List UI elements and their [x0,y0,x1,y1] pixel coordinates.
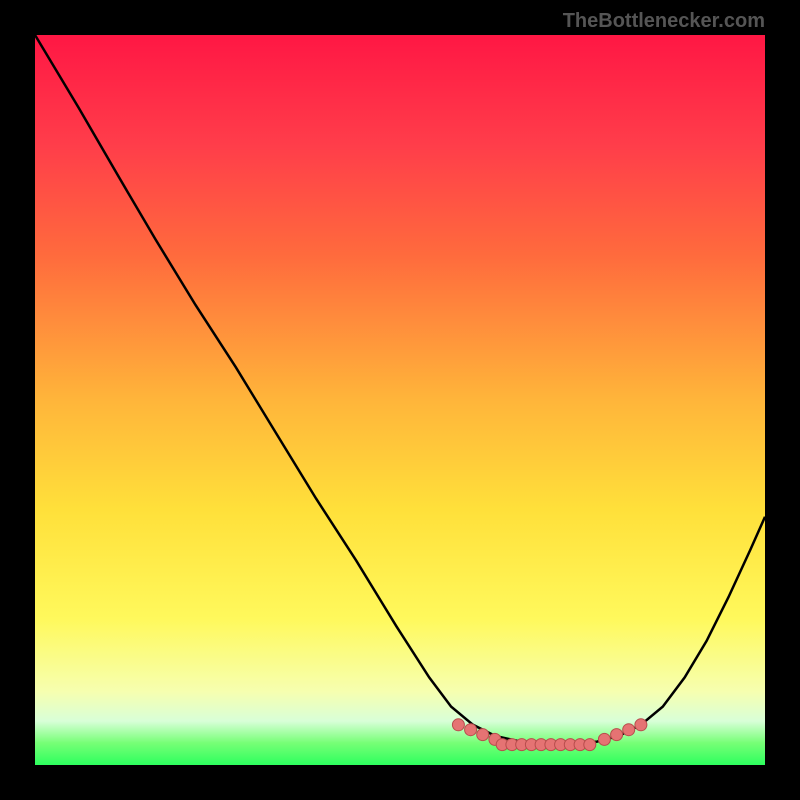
data-points-cluster [452,719,647,751]
data-point [623,724,635,736]
curve-line [35,35,765,743]
watermark-text: TheBottlenecker.com [563,10,765,33]
data-point [477,729,489,741]
data-point [598,733,610,745]
data-point [584,739,596,751]
data-point [465,724,477,736]
data-point [452,719,464,731]
data-point [611,729,623,741]
data-point [635,719,647,731]
chart-plot-area [35,35,765,765]
bottleneck-curve [35,35,765,765]
